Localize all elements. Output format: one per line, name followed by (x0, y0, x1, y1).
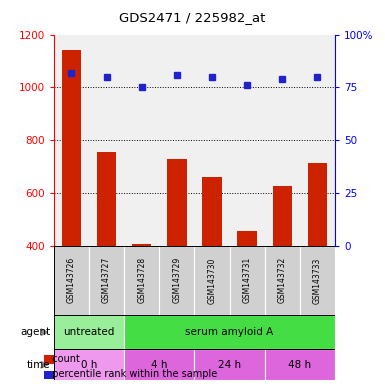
Bar (124, 349, 194, 380)
Text: GSM143728: GSM143728 (137, 257, 146, 303)
Text: GSM143733: GSM143733 (313, 257, 322, 303)
Bar (54, 246, 89, 315)
Text: GSM143730: GSM143730 (208, 257, 216, 303)
Text: 0 h: 0 h (81, 360, 97, 370)
Bar (238, 231, 257, 246)
Text: GSM143731: GSM143731 (243, 257, 252, 303)
Text: 48 h: 48 h (288, 360, 311, 370)
Bar (203, 177, 222, 246)
Bar (167, 159, 186, 246)
Bar (194, 349, 265, 380)
Text: GSM143727: GSM143727 (102, 257, 111, 303)
Text: percentile rank within the sample: percentile rank within the sample (46, 369, 218, 379)
Bar (132, 245, 151, 246)
Text: GDS2471 / 225982_at: GDS2471 / 225982_at (119, 12, 266, 25)
Text: count: count (46, 354, 80, 364)
Bar (264, 349, 335, 380)
Bar (54, 315, 124, 349)
Text: time: time (27, 360, 50, 370)
Text: 4 h: 4 h (151, 360, 167, 370)
Bar (300, 246, 335, 315)
Bar (54, 349, 124, 380)
Text: 24 h: 24 h (218, 360, 241, 370)
Bar (124, 246, 159, 315)
Text: GSM143732: GSM143732 (278, 257, 287, 303)
Bar (159, 246, 194, 315)
Bar (62, 50, 81, 246)
Bar (229, 246, 265, 315)
Text: serum amyloid A: serum amyloid A (186, 327, 274, 337)
Text: agent: agent (20, 327, 50, 337)
Bar (273, 186, 292, 246)
Bar (89, 246, 124, 315)
Bar (194, 246, 229, 315)
Bar (97, 152, 116, 246)
Bar (124, 315, 335, 349)
Bar (308, 162, 327, 246)
Text: untreated: untreated (64, 327, 115, 337)
Text: GSM143729: GSM143729 (172, 257, 181, 303)
Bar (264, 246, 300, 315)
Text: GSM143726: GSM143726 (67, 257, 76, 303)
